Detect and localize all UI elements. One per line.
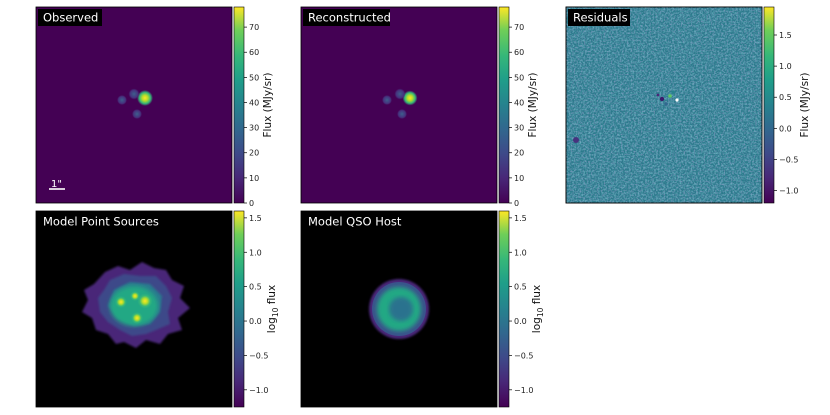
observed-title-box (38, 9, 102, 26)
colorbar-tick-label: 10 (249, 174, 259, 183)
colorbar-tick-label: 1.5 (779, 31, 792, 40)
scale-bar-label: 1" (51, 179, 62, 190)
qso-host-ring (369, 279, 429, 339)
reconstructed-image (300, 6, 498, 204)
reconstructed-source-left (382, 95, 392, 105)
colorbar-tick-label: 20 (514, 149, 524, 158)
residuals-title-box (568, 9, 630, 26)
point-sources-colorbar-label: log10 flux (266, 285, 280, 333)
reconstructed-source-lower (397, 109, 407, 119)
observed-colorbar-label: Flux (MJy/sr) (262, 72, 274, 137)
colorbar-tick-label: 40 (249, 98, 259, 107)
panel-observed: Observed 1" 0 10 20 30 40 50 60 70 Flux (MJy/sr… (35, 6, 274, 208)
observed-image (35, 6, 233, 204)
residuals-colorbar (763, 6, 775, 204)
point-sources-halo (82, 262, 190, 348)
colorbar-tick-label: 50 (514, 73, 524, 82)
reconstructed-sources (382, 88, 418, 119)
panel-reconstructed: Reconstructed 0 10 20 30 40 50 60 70 Flux (MJy/… (300, 6, 539, 208)
colorbar-tick-label: 0.0 (779, 124, 792, 133)
colorbar-tick-label: 0.5 (249, 283, 262, 292)
point-source-peak-center (130, 291, 140, 301)
panel-residuals: Residuals −1.0 −0.5 0.0 0.5 1.0 1.5 Flux (MJy… (565, 6, 811, 204)
reconstructed-title: Reconstructed (308, 11, 391, 25)
colorbar-tick-label: −0.5 (514, 351, 533, 360)
colorbar-tick-label: −1.0 (514, 386, 533, 395)
observed-colorbar (233, 6, 245, 204)
residuals-colorbar-label: Flux (MJy/sr) (799, 72, 811, 137)
colorbar-tick-label: 10 (514, 174, 524, 183)
observed-colorbar-ticks: 0 10 20 30 40 50 60 70 (244, 23, 259, 208)
colorbar-tick-label: 1.0 (779, 62, 792, 71)
reconstructed-source-bright (402, 90, 418, 106)
colorbar-tick-label: 60 (514, 48, 524, 57)
colorbar-tick-label: −0.5 (779, 155, 798, 164)
colorbar-tick-label: 1.5 (249, 214, 262, 223)
point-sources-title-box (38, 213, 156, 230)
colorbar-tick-label: 0 (514, 199, 519, 208)
panel-model-qso-host: Model QSO Host −1.0 −0.5 0.0 0.5 1.0 1.5 log1… (300, 210, 545, 408)
observed-source-bright (137, 90, 153, 106)
point-sources-title: Model Point Sources (43, 215, 159, 229)
point-source-peak-right (137, 293, 153, 309)
colorbar-tick-label: 0.0 (514, 317, 527, 326)
colorbar-tick-label: 70 (249, 23, 259, 32)
qso-host-colorbar-label: log10 flux (531, 285, 545, 333)
reconstructed-colorbar (498, 6, 510, 204)
colorbar-tick-label: 30 (514, 124, 524, 133)
point-sources-colorbar-ticks: −1.0 −0.5 0.0 0.5 1.0 1.5 (244, 214, 268, 395)
colorbar-tick-label: 50 (249, 73, 259, 82)
observed-source-mid (128, 88, 140, 100)
residuals-center-artifacts (573, 90, 679, 143)
colorbar-tick-label: 40 (514, 98, 524, 107)
colorbar-tick-label: 30 (249, 124, 259, 133)
point-source-peak-lower (131, 312, 143, 324)
residuals-title: Residuals (573, 11, 628, 25)
colorbar-tick-label: 70 (514, 23, 524, 32)
qso-host-title-box (303, 213, 400, 230)
reconstructed-colorbar-label: Flux (MJy/sr) (527, 72, 539, 137)
observed-title: Observed (43, 11, 98, 25)
colorbar-tick-label: 0.0 (249, 317, 262, 326)
colorbar-tick-label: −0.5 (249, 351, 268, 360)
colorbar-tick-label: −1.0 (779, 187, 798, 196)
residuals-colorbar-ticks: −1.0 −0.5 0.0 0.5 1.0 1.5 (774, 31, 798, 196)
point-source-peak-left (115, 296, 127, 308)
reconstructed-source-mid (394, 88, 406, 100)
colorbar-tick-label: 0.5 (779, 93, 792, 102)
colorbar-tick-label: 1.0 (249, 248, 262, 257)
observed-sources (117, 88, 153, 119)
qso-host-colorbar (498, 210, 510, 408)
qso-host-title: Model QSO Host (308, 215, 402, 229)
qso-host-colorbar-ticks: −1.0 −0.5 0.0 0.5 1.0 1.5 (509, 214, 533, 395)
colorbar-tick-label: 1.5 (514, 214, 527, 223)
observed-source-left (117, 95, 127, 105)
reconstructed-title-box (303, 9, 390, 26)
observed-source-lower (132, 109, 142, 119)
colorbar-tick-label: 60 (249, 48, 259, 57)
point-sources-peaks (115, 291, 153, 324)
colorbar-tick-label: 1.0 (514, 248, 527, 257)
panel-model-point-sources: Model Point Sources −1.0 −0.5 0.0 0.5 1.0 1.5… (35, 210, 280, 408)
colorbar-tick-label: 0 (249, 199, 254, 208)
reconstructed-colorbar-ticks: 0 10 20 30 40 50 60 70 (509, 23, 524, 208)
point-sources-colorbar (233, 210, 245, 408)
colorbar-tick-label: 0.5 (514, 283, 527, 292)
colorbar-tick-label: 20 (249, 149, 259, 158)
colorbar-tick-label: −1.0 (249, 386, 268, 395)
